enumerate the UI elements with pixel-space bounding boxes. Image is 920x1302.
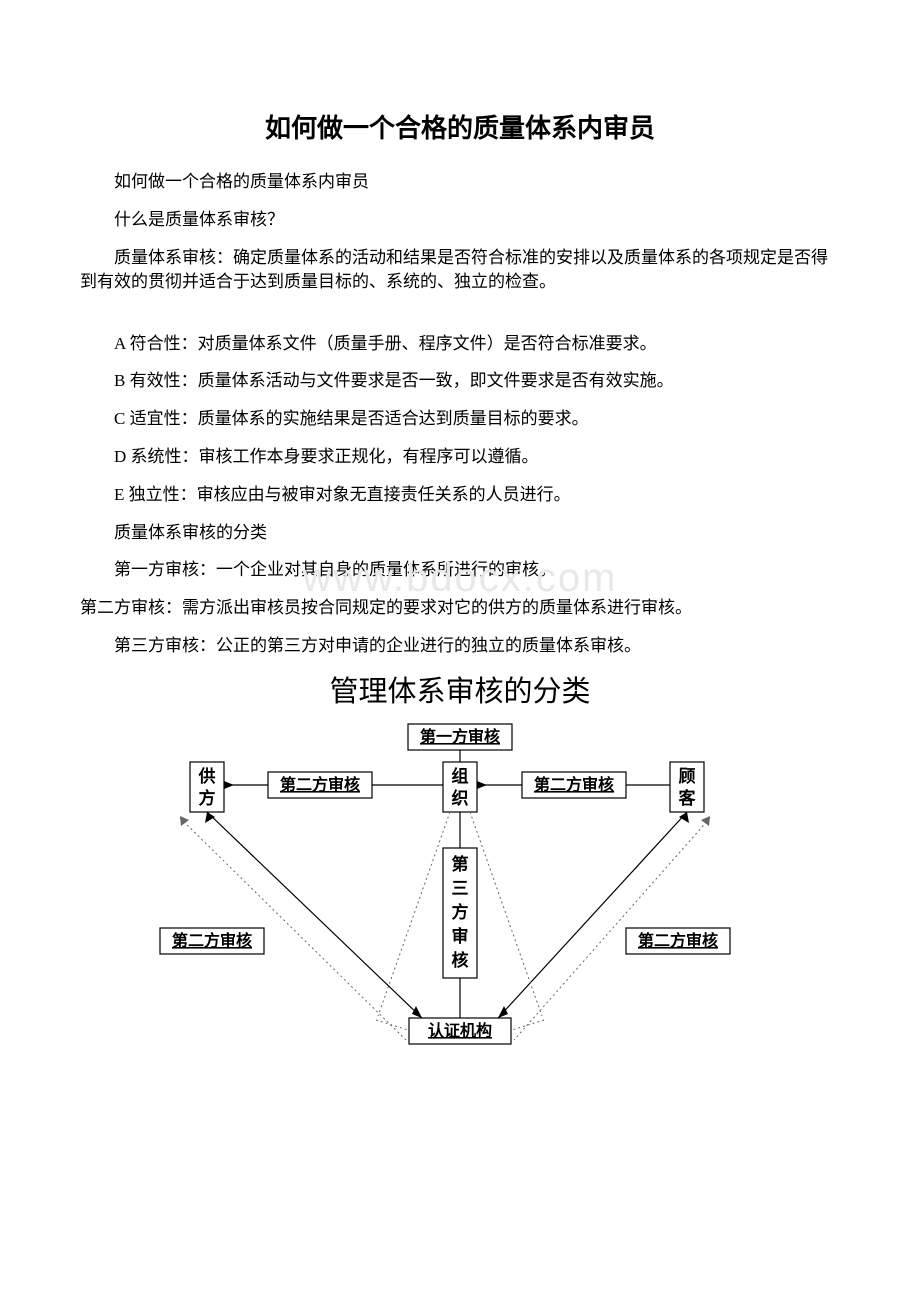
tp5: 核	[452, 950, 469, 970]
third-party-line: 第三方审核：公正的第三方对申请的企业进行的独立的质量体系审核。	[80, 634, 840, 658]
label-second-rb: 第二方审核	[638, 931, 718, 950]
label-supplier-1: 供	[198, 766, 216, 786]
first-party-line: 第一方审核：一个企业对其自身的质量体系所进行的审核。	[80, 558, 840, 582]
diagram-title: 管理体系审核的分类	[80, 672, 840, 713]
arrow-dot-l	[180, 816, 189, 826]
label-second-lt: 第二方审核	[280, 775, 360, 794]
definition-para: 质量体系审核：确定质量体系的活动和结果是否符合标准的安排以及质量体系的各项规定是…	[80, 246, 840, 294]
point-b: B 有效性：质量体系活动与文件要求是否一致，即文件要求是否有效实施。	[80, 369, 840, 393]
subtitle-line: 如何做一个合格的质量体系内审员	[80, 170, 840, 194]
classification-diagram: 第一方审核 供 方 第二方审核 组 织 第二方审核 顾 客 第 三	[150, 718, 770, 1088]
arrow-to-supplier	[224, 781, 234, 789]
label-org-1: 组	[452, 766, 469, 786]
point-d: D 系统性：审核工作本身要求正规化，有程序可以遵循。	[80, 445, 840, 469]
diagram-container: 管理体系审核的分类 第一方审核 供 方 第二方审核 组 织 第二方审核 顾 客	[80, 672, 840, 1089]
point-a: A 符合性：对质量体系文件（质量手册、程序文件）是否符合标准要求。	[80, 332, 840, 356]
page-title: 如何做一个合格的质量体系内审员	[80, 110, 840, 146]
edge-dot-br	[512, 1020, 544, 1030]
classification-heading: 质量体系审核的分类	[80, 521, 840, 545]
arrow-sup-cert-bot	[412, 1006, 422, 1018]
label-second-lb: 第二方审核	[172, 931, 252, 950]
label-cust-2: 客	[678, 788, 697, 808]
label-second-rt: 第二方审核	[534, 775, 614, 794]
tp3: 方	[452, 902, 469, 922]
arrow-cust-cert-bot	[498, 1006, 508, 1018]
tp1: 第	[452, 854, 469, 874]
tp2: 三	[452, 879, 469, 898]
edge-dot-r	[470, 812, 542, 1016]
label-cust-1: 顾	[679, 767, 696, 786]
edge-sup-cert	[207, 812, 422, 1018]
label-first-party: 第一方审核	[420, 727, 500, 746]
arrow-sup-cert-top	[205, 812, 215, 823]
second-party-line: 第二方审核：需方派出审核员按合同规定的要求对它的供方的质量体系进行审核。	[80, 596, 840, 620]
tp4: 审	[452, 926, 469, 946]
edge-dot-bl	[376, 1020, 408, 1030]
point-e: E 独立性：审核应由与被审对象无直接责任关系的人员进行。	[80, 483, 840, 507]
arrow-to-org	[477, 781, 487, 789]
arrow-dot-r	[701, 816, 710, 826]
point-c: C 适宜性：质量体系的实施结果是否适合达到质量目标的要求。	[80, 407, 840, 431]
label-supplier-2: 方	[199, 788, 216, 808]
arrow-cust-cert-top	[679, 812, 689, 823]
label-org-2: 织	[452, 788, 469, 808]
question-line: 什么是质量体系审核？	[80, 208, 840, 232]
label-cert: 认证机构	[428, 1021, 492, 1040]
edge-cust-cert	[498, 812, 687, 1018]
